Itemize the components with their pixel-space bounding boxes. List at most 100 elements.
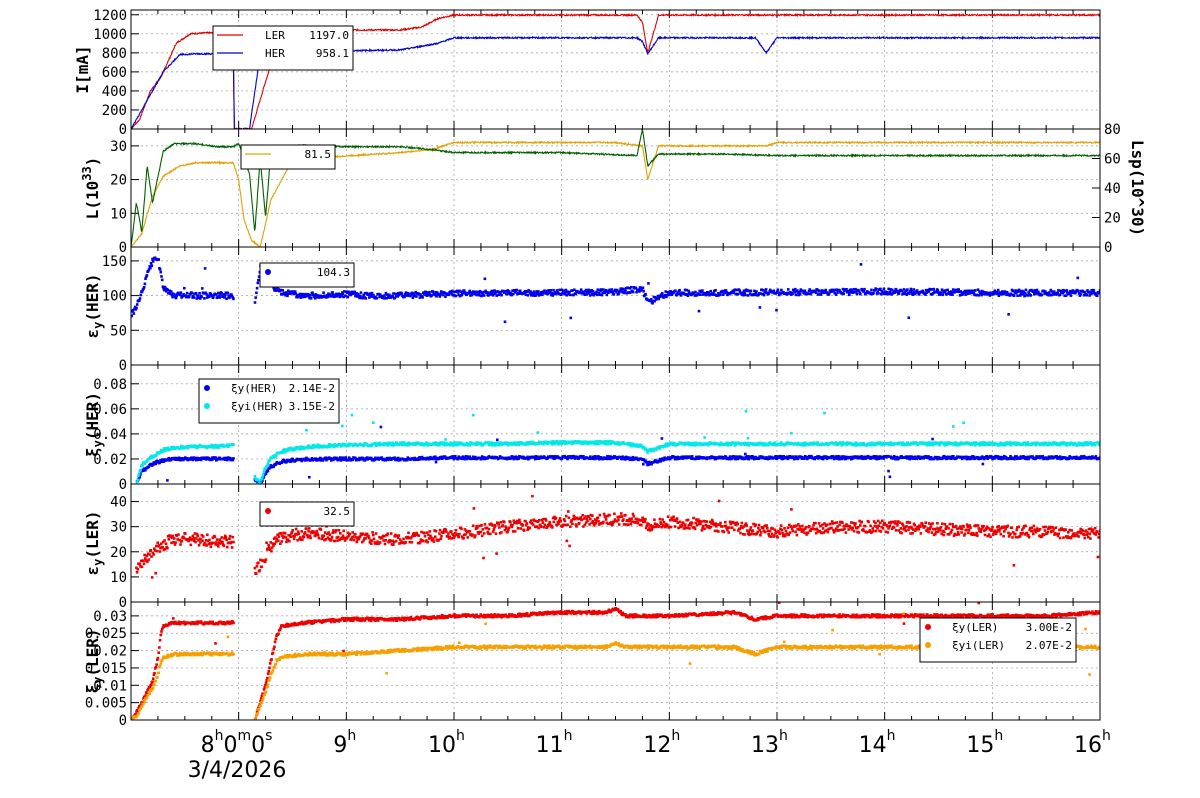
data-point <box>624 455 628 459</box>
data-point <box>821 289 825 293</box>
data-point <box>1080 441 1083 445</box>
data-point <box>386 532 390 535</box>
data-point <box>779 292 782 295</box>
data-point <box>403 441 406 444</box>
data-point <box>642 445 646 449</box>
data-point <box>873 289 877 292</box>
data-point <box>779 441 783 444</box>
data-point <box>641 286 645 290</box>
data-point <box>870 443 873 447</box>
data-point <box>217 541 221 544</box>
data-point <box>341 458 344 461</box>
data-point <box>206 533 209 537</box>
data-point <box>888 292 891 296</box>
data-point <box>895 288 898 292</box>
data-point <box>1047 293 1050 297</box>
data-point <box>1065 289 1069 292</box>
data-point <box>931 437 934 441</box>
data-point <box>656 294 660 298</box>
data-point <box>158 550 162 553</box>
data-point <box>952 455 955 458</box>
data-point <box>605 440 609 444</box>
data-point <box>186 458 190 462</box>
data-point <box>1090 288 1093 292</box>
data-point <box>371 531 374 534</box>
data-point <box>293 534 297 538</box>
data-point <box>454 443 457 447</box>
data-point <box>734 292 737 296</box>
data-point <box>709 456 713 460</box>
data-point <box>344 456 348 459</box>
data-point <box>356 295 359 298</box>
data-point <box>992 291 995 294</box>
data-point <box>208 295 211 299</box>
data-point <box>674 289 677 292</box>
data-point <box>850 457 854 460</box>
data-point <box>392 444 395 447</box>
data-point <box>834 443 837 446</box>
data-point <box>477 292 480 295</box>
data-point <box>857 289 861 292</box>
data-point <box>1034 290 1037 293</box>
data-point <box>1053 442 1056 446</box>
data-point <box>835 455 839 458</box>
data-point <box>456 457 460 461</box>
data-point <box>549 289 552 292</box>
data-point <box>1075 288 1079 292</box>
data-point <box>562 289 566 292</box>
data-point <box>993 457 996 460</box>
y-right-tick-label: 60 <box>1104 152 1121 168</box>
data-point <box>736 292 740 296</box>
data-point <box>708 293 712 296</box>
data-point <box>886 291 889 294</box>
data-point <box>228 296 231 300</box>
data-point <box>413 456 416 460</box>
data-point <box>443 291 447 295</box>
data-point <box>550 440 553 443</box>
data-point <box>672 443 675 446</box>
data-point <box>936 457 939 461</box>
data-point <box>136 568 140 571</box>
data-point <box>321 459 325 462</box>
data-point <box>157 544 161 547</box>
data-point <box>744 293 747 297</box>
data-point <box>286 449 290 453</box>
data-point <box>927 443 930 447</box>
data-point <box>816 288 819 291</box>
data-point <box>322 534 325 537</box>
data-point <box>360 533 363 537</box>
data-point <box>645 448 649 452</box>
data-point <box>642 458 646 461</box>
data-point <box>266 547 270 550</box>
data-point <box>1024 456 1027 459</box>
data-point <box>664 290 667 293</box>
data-point <box>137 474 140 478</box>
data-point <box>644 292 647 296</box>
data-point <box>328 445 332 449</box>
data-point <box>444 295 447 298</box>
data-point <box>662 458 666 462</box>
data-point <box>144 559 148 562</box>
data-point <box>958 290 961 294</box>
data-point <box>208 541 212 545</box>
data-point <box>656 297 659 300</box>
data-point <box>532 294 535 297</box>
data-point <box>218 296 221 299</box>
data-point <box>926 441 930 445</box>
data-point <box>1093 443 1097 447</box>
data-point <box>138 562 142 566</box>
data-point <box>214 543 217 546</box>
data-point <box>761 292 764 296</box>
data-point <box>276 533 279 537</box>
data-point <box>283 292 287 296</box>
data-point <box>495 456 498 459</box>
data-point <box>570 289 574 292</box>
data-point <box>1061 442 1065 446</box>
data-point <box>217 291 220 295</box>
data-point <box>306 446 310 450</box>
data-point <box>354 532 357 536</box>
data-point <box>741 291 744 295</box>
data-point <box>354 456 357 460</box>
data-point <box>428 290 431 294</box>
